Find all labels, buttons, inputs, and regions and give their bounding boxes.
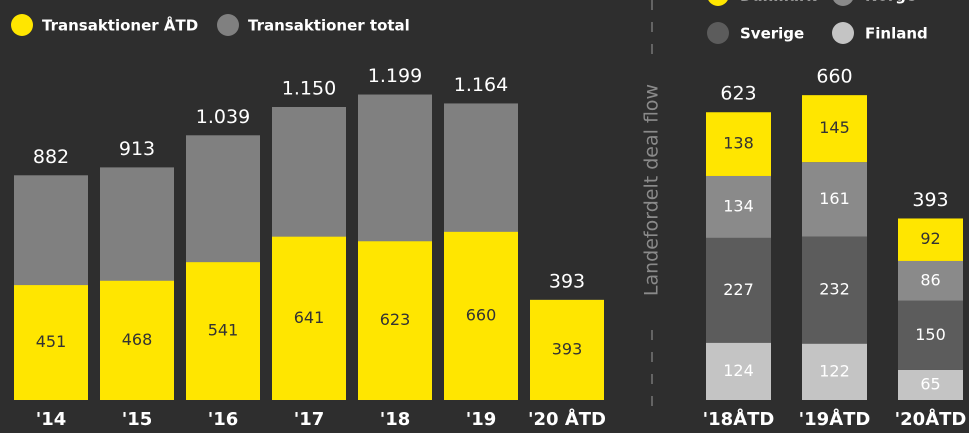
segment-label: 122 [819,361,850,380]
x-tick-label: '20 ÅTD [528,407,606,430]
atd-bar [530,299,604,400]
segment-label: 138 [723,134,754,153]
legend-marker [217,14,239,36]
stack-segment [802,343,867,400]
atd-label: 541 [208,321,239,340]
segment-label: 92 [920,229,940,248]
legend-label: Transaktioner total [248,17,410,35]
segment-label: 161 [819,189,850,208]
segment-label: 124 [723,361,754,380]
stack-segment [706,342,771,400]
atd-bar [444,231,518,400]
segment-label: 227 [723,280,754,299]
segment-label: 232 [819,280,850,299]
stack-segment [706,237,771,343]
stack-segment [802,236,867,344]
x-tick-label: '14 [36,409,67,430]
atd-bar [100,280,174,400]
total-label: 882 [33,146,69,168]
legend-label: Transaktioner ÅTD [42,16,198,35]
segment-label: 65 [920,374,940,393]
atd-bar [14,285,88,400]
stack-segment [898,369,963,400]
x-tick-label: '15 [122,409,153,430]
divider-gap [636,60,668,330]
x-tick-label: '19ÅTD [799,407,871,430]
total-label: 660 [816,66,852,88]
legend-label: Norge [865,0,916,5]
atd-label: 641 [294,308,325,327]
legend-marker [707,22,729,44]
total-label: 1.039 [196,106,250,128]
legend-marker [833,0,853,6]
atd-label: 660 [466,305,497,324]
atd-label: 468 [122,330,153,349]
legend-label: Sverige [740,25,804,43]
total-label: 623 [720,83,756,105]
legend-marker [708,0,728,6]
legend-label: Danmark [740,0,817,5]
atd-label: 393 [552,339,583,358]
atd-label: 451 [36,332,67,351]
atd-label: 623 [380,310,411,329]
total-label: 1.199 [368,65,422,87]
stack-segment [898,218,963,261]
total-label: 393 [912,189,948,211]
atd-bar [272,236,346,400]
legend-label: Finland [865,25,928,43]
atd-bar [358,241,432,400]
stack-segment [898,300,963,370]
total-label: 1.164 [454,74,508,96]
segment-label: 150 [915,325,946,344]
stack-segment [706,175,771,238]
x-tick-label: '17 [294,409,325,430]
total-label: 913 [119,138,155,160]
stack-segment [706,112,771,176]
divider-title: Landefordelt deal flow [641,84,663,296]
stack-segment [898,260,963,301]
legend-marker [11,14,33,36]
total-label: 393 [549,270,585,292]
x-tick-label: '16 [208,409,239,430]
x-tick-label: '18ÅTD [703,407,775,430]
x-tick-label: '18 [380,409,411,430]
legend-marker [832,22,854,44]
stack-segment [802,162,867,237]
stack-segment [802,95,867,163]
x-tick-label: '19 [466,409,497,430]
segment-label: 86 [920,270,940,289]
segment-label: 145 [819,118,850,137]
segment-label: 134 [723,196,754,215]
atd-bar [186,262,260,400]
total-label: 1.150 [282,78,336,100]
x-tick-label: '20ÅTD [895,407,967,430]
